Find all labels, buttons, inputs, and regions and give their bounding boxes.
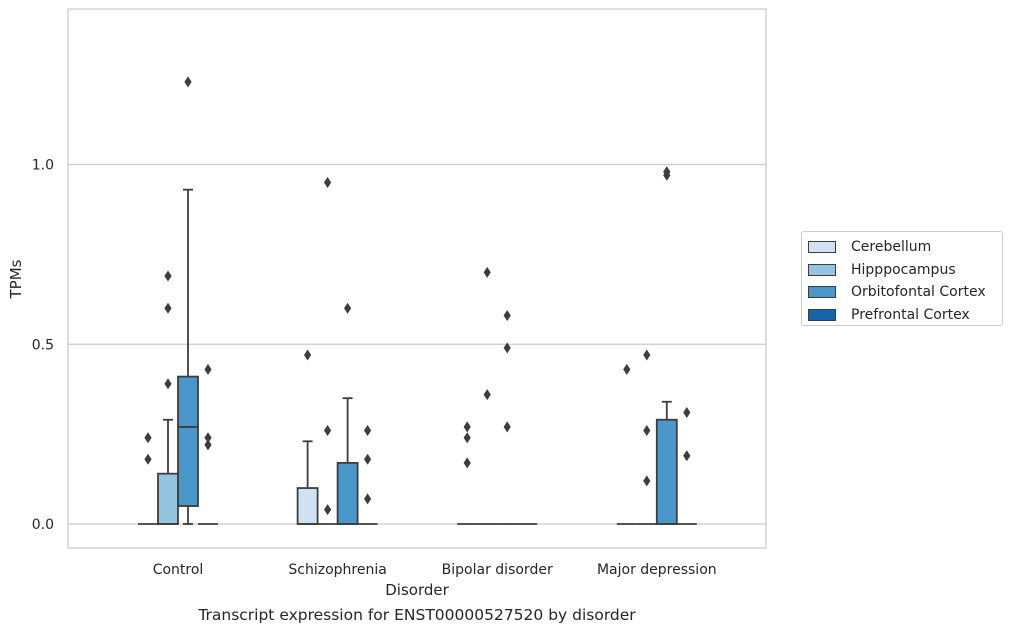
- outlier-point: [503, 309, 511, 321]
- outlier-point: [344, 302, 352, 314]
- outlier-point: [483, 389, 491, 401]
- box-major-depression-1: [636, 349, 657, 525]
- outlier-point: [204, 363, 212, 375]
- figure-caption: Transcript expression for ENST0000052752…: [198, 606, 636, 624]
- x-tick-label: Bipolar disorder: [442, 562, 553, 578]
- outlier-point: [164, 302, 172, 314]
- outlier-point: [324, 176, 332, 188]
- outlier-point: [643, 425, 651, 437]
- outlier-point: [683, 450, 691, 462]
- outlier-point: [663, 166, 671, 178]
- outlier-point: [304, 349, 312, 361]
- box-control-3: [198, 363, 218, 525]
- x-tick-label: Schizophrenia: [288, 562, 386, 578]
- legend-swatch: [808, 241, 836, 254]
- outlier-point: [144, 453, 152, 465]
- box-major-depression-0: [616, 363, 637, 525]
- outlier-point: [503, 342, 511, 354]
- box-iqr: [157, 472, 179, 525]
- x-axis-title: Disorder: [385, 581, 449, 599]
- box-iqr: [177, 375, 199, 507]
- box-schizophrenia-3: [357, 425, 378, 525]
- y-tick-label: 0.0: [32, 517, 54, 533]
- outlier-point: [164, 378, 172, 390]
- outlier-point: [364, 493, 372, 505]
- x-tick-label: Control: [153, 562, 204, 578]
- outlier-point: [503, 421, 511, 433]
- plot-area: [67, 8, 767, 549]
- outlier-point: [623, 363, 631, 375]
- outlier-point: [204, 439, 212, 451]
- legend-swatch: [808, 308, 836, 321]
- outlier-point: [463, 421, 471, 433]
- legend-item: Prefrontal Cortex: [802, 304, 1002, 327]
- box-iqr: [336, 461, 359, 525]
- outlier-point: [463, 457, 471, 469]
- legend-label: Hipppocampus: [851, 261, 956, 278]
- box-schizophrenia-1: [317, 176, 338, 525]
- legend-label: Prefrontal Cortex: [851, 306, 970, 323]
- y-tick-label: 0.5: [32, 337, 54, 353]
- legend-item: Cerebellum: [802, 236, 1002, 259]
- outlier-point: [364, 453, 372, 465]
- outlier-point: [483, 266, 491, 278]
- outlier-point: [204, 432, 212, 444]
- outlier-point: [324, 425, 332, 437]
- box-schizophrenia-0: [296, 349, 319, 525]
- legend-item: Orbitofontal Cortex: [802, 281, 1002, 304]
- legend: Cerebellum Hipppocampus Orbitofontal Corte…: [801, 231, 1003, 326]
- boxes-layer: [138, 76, 697, 525]
- outlier-point: [144, 432, 152, 444]
- outlier-point: [184, 76, 192, 88]
- y-axis-title: TPMs: [7, 259, 25, 299]
- outlier-point: [643, 349, 651, 361]
- outlier-point: [364, 425, 372, 437]
- legend-item: Hipppocampus: [802, 259, 1002, 282]
- box-bipolar-disorder-0: [457, 421, 478, 525]
- box-control-1: [157, 270, 179, 525]
- legend-label: Cerebellum: [851, 239, 932, 256]
- y-tick-label: 1.0: [32, 158, 54, 174]
- box-iqr: [655, 418, 678, 525]
- box-major-depression-2: [655, 166, 678, 525]
- outlier-point: [164, 270, 172, 282]
- legend-swatch: [808, 286, 836, 299]
- outlier-point: [683, 407, 691, 419]
- x-tick-labels: Control Schizophrenia Bipolar disorder Majo…: [153, 562, 717, 578]
- box-control-0: [138, 432, 158, 525]
- box-control-2: [177, 76, 199, 525]
- y-tick-labels: 0.00.51.01.52.02.5: [32, 158, 54, 534]
- box-major-depression-3: [676, 407, 697, 525]
- outlier-point: [324, 504, 332, 516]
- outlier-point: [463, 432, 471, 444]
- legend-label: Orbitofontal Cortex: [851, 284, 986, 301]
- box-bipolar-disorder-1: [477, 266, 498, 525]
- box-schizophrenia-2: [336, 302, 359, 525]
- outlier-point: [643, 475, 651, 487]
- legend-swatch: [808, 263, 836, 276]
- box-iqr: [296, 487, 319, 525]
- box-bipolar-disorder-2: [497, 309, 518, 525]
- x-tick-label: Major depression: [597, 562, 717, 578]
